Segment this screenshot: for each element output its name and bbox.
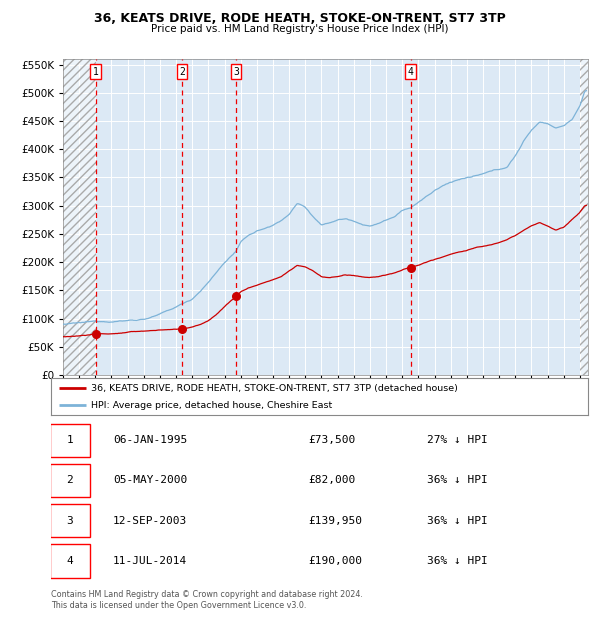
Bar bbox=[63, 59, 96, 375]
Text: 36, KEATS DRIVE, RODE HEATH, STOKE-ON-TRENT, ST7 3TP: 36, KEATS DRIVE, RODE HEATH, STOKE-ON-TR… bbox=[94, 12, 506, 25]
Text: 4: 4 bbox=[408, 67, 414, 77]
Text: 1: 1 bbox=[67, 435, 73, 445]
Text: 06-JAN-1995: 06-JAN-1995 bbox=[113, 435, 187, 445]
Text: 27% ↓ HPI: 27% ↓ HPI bbox=[427, 435, 488, 445]
Text: 2: 2 bbox=[179, 67, 185, 77]
Text: £190,000: £190,000 bbox=[309, 556, 363, 566]
Bar bbox=[63, 59, 96, 375]
FancyBboxPatch shape bbox=[50, 544, 90, 578]
Text: 11-JUL-2014: 11-JUL-2014 bbox=[113, 556, 187, 566]
Text: 36, KEATS DRIVE, RODE HEATH, STOKE-ON-TRENT, ST7 3TP (detached house): 36, KEATS DRIVE, RODE HEATH, STOKE-ON-TR… bbox=[91, 384, 458, 392]
Text: £73,500: £73,500 bbox=[309, 435, 356, 445]
Text: 4: 4 bbox=[67, 556, 73, 566]
Text: 36% ↓ HPI: 36% ↓ HPI bbox=[427, 556, 488, 566]
FancyBboxPatch shape bbox=[50, 504, 90, 538]
Text: £82,000: £82,000 bbox=[309, 476, 356, 485]
Text: HPI: Average price, detached house, Cheshire East: HPI: Average price, detached house, Ches… bbox=[91, 401, 332, 410]
Text: £139,950: £139,950 bbox=[309, 516, 363, 526]
Text: 1: 1 bbox=[93, 67, 99, 77]
Bar bbox=[580, 59, 588, 375]
Text: 36% ↓ HPI: 36% ↓ HPI bbox=[427, 516, 488, 526]
Text: 36% ↓ HPI: 36% ↓ HPI bbox=[427, 476, 488, 485]
Bar bbox=[580, 59, 588, 375]
Text: 3: 3 bbox=[67, 516, 73, 526]
FancyBboxPatch shape bbox=[50, 423, 90, 457]
Text: Contains HM Land Registry data © Crown copyright and database right 2024.
This d: Contains HM Land Registry data © Crown c… bbox=[51, 590, 363, 609]
Text: 2: 2 bbox=[67, 476, 73, 485]
FancyBboxPatch shape bbox=[50, 464, 90, 497]
Text: Price paid vs. HM Land Registry's House Price Index (HPI): Price paid vs. HM Land Registry's House … bbox=[151, 24, 449, 33]
Text: 3: 3 bbox=[233, 67, 239, 77]
Text: 05-MAY-2000: 05-MAY-2000 bbox=[113, 476, 187, 485]
Text: 12-SEP-2003: 12-SEP-2003 bbox=[113, 516, 187, 526]
